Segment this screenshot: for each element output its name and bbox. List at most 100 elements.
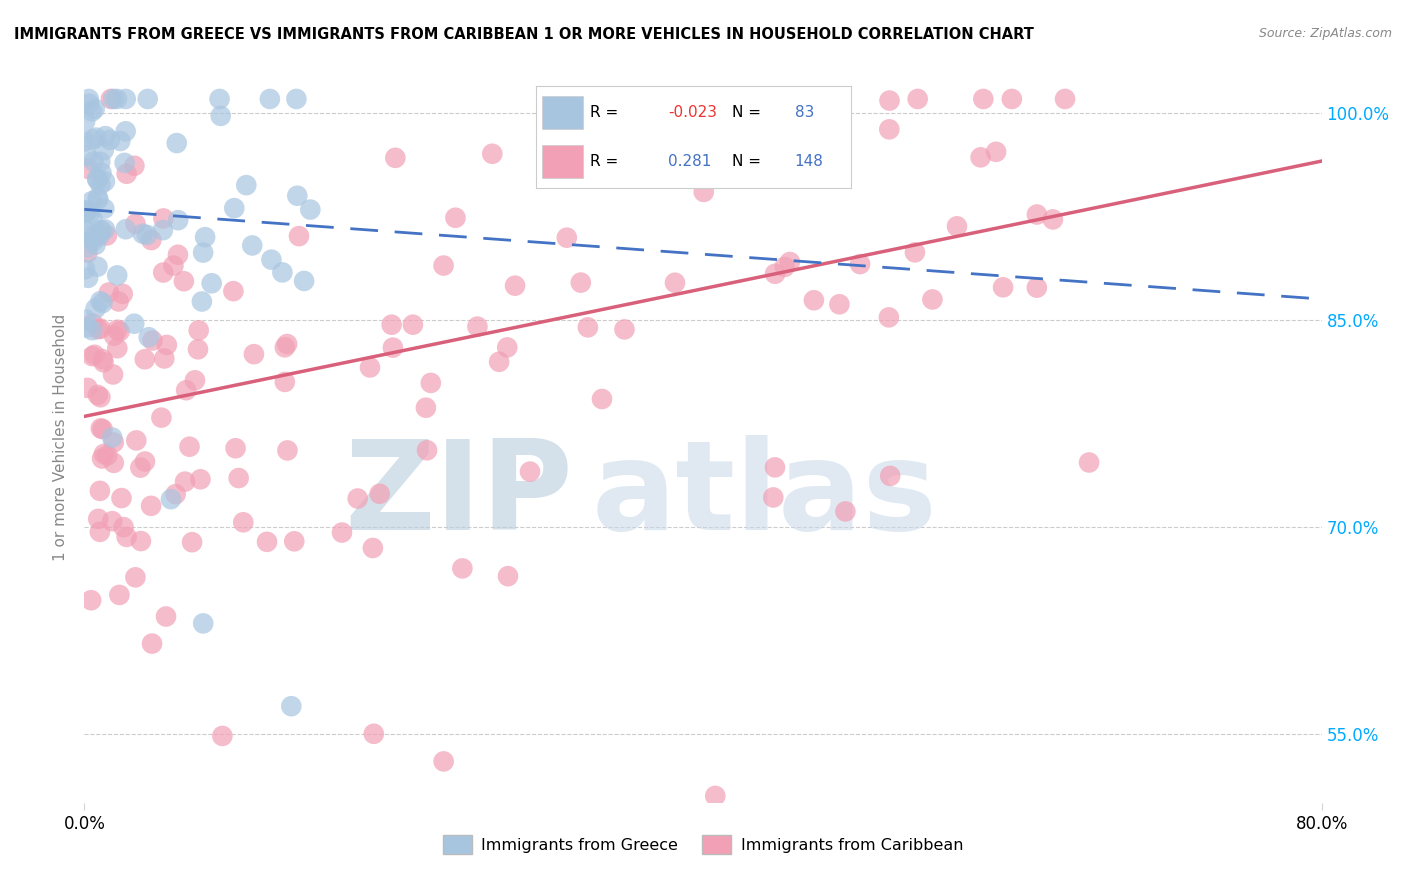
Point	[134, 352, 156, 367]
Point	[984, 145, 1007, 159]
Point	[87, 388, 110, 402]
Point	[75, 114, 97, 128]
Point	[155, 609, 177, 624]
Point	[125, 434, 148, 448]
Point	[82, 349, 104, 363]
Point	[503, 278, 526, 293]
Point	[368, 487, 391, 501]
Point	[82, 323, 104, 337]
Point	[90, 421, 112, 435]
Point	[80, 104, 103, 119]
Point	[136, 92, 159, 106]
Point	[86, 191, 108, 205]
Point	[444, 211, 467, 225]
Point	[76, 320, 98, 334]
Point	[77, 92, 100, 106]
Point	[89, 228, 111, 243]
Point	[115, 530, 138, 544]
Point	[433, 755, 456, 769]
Point	[82, 316, 104, 330]
Point	[849, 257, 872, 271]
Point	[209, 109, 232, 123]
Point	[762, 491, 785, 505]
Point	[89, 524, 111, 539]
Point	[76, 204, 98, 219]
Point	[108, 324, 131, 338]
Text: Source: ZipAtlas.com: Source: ZipAtlas.com	[1258, 27, 1392, 40]
Point	[129, 460, 152, 475]
Point	[274, 340, 297, 354]
Point	[105, 323, 128, 337]
Point	[77, 270, 100, 285]
Point	[907, 92, 929, 106]
Point	[693, 185, 716, 199]
Point	[292, 274, 315, 288]
Point	[114, 222, 136, 236]
Point	[187, 343, 209, 357]
Point	[75, 205, 97, 219]
Point	[359, 360, 381, 375]
Point	[94, 174, 117, 188]
Point	[83, 102, 105, 116]
Point	[235, 178, 257, 193]
Point	[80, 593, 103, 607]
Point	[785, 123, 807, 137]
Point	[76, 381, 98, 395]
Point	[152, 211, 174, 226]
Point	[381, 318, 404, 332]
Point	[969, 150, 991, 164]
Text: ZIP: ZIP	[344, 435, 574, 556]
Point	[613, 322, 636, 336]
Point	[228, 471, 250, 485]
Point	[416, 443, 439, 458]
Point	[181, 535, 204, 549]
Point	[803, 293, 825, 308]
Point	[569, 276, 592, 290]
Point	[141, 233, 163, 247]
Point	[82, 231, 104, 245]
Point	[194, 230, 217, 244]
Point	[90, 321, 112, 335]
Point	[946, 219, 969, 234]
Point	[496, 340, 519, 354]
Point	[432, 259, 454, 273]
Point	[91, 296, 114, 310]
Point	[879, 469, 901, 483]
Point	[167, 248, 190, 262]
Point	[419, 376, 441, 390]
Point	[84, 130, 107, 145]
Point	[91, 352, 114, 367]
Point	[100, 92, 122, 106]
Point	[904, 245, 927, 260]
Point	[87, 512, 110, 526]
Point	[94, 129, 117, 144]
Point	[224, 201, 246, 215]
Point	[299, 202, 322, 217]
Point	[243, 347, 266, 361]
Point	[89, 223, 111, 237]
Point	[1042, 212, 1064, 227]
Point	[76, 161, 98, 176]
Y-axis label: 1 or more Vehicles in Household: 1 or more Vehicles in Household	[53, 313, 69, 561]
Point	[87, 322, 110, 336]
Point	[285, 92, 308, 106]
Point	[184, 373, 207, 387]
Point	[877, 310, 900, 325]
Point	[89, 294, 111, 309]
Point	[93, 202, 115, 216]
Point	[156, 338, 179, 352]
Point	[89, 483, 111, 498]
Point	[280, 699, 302, 714]
Point	[96, 448, 118, 462]
Point	[84, 301, 107, 316]
Point	[166, 136, 188, 150]
Point	[211, 729, 233, 743]
Point	[134, 454, 156, 468]
Point	[686, 153, 709, 168]
Point	[222, 284, 245, 298]
Point	[174, 383, 197, 397]
Point	[97, 285, 120, 300]
Text: atlas: atlas	[592, 435, 938, 556]
Point	[108, 588, 131, 602]
Point	[763, 267, 786, 281]
